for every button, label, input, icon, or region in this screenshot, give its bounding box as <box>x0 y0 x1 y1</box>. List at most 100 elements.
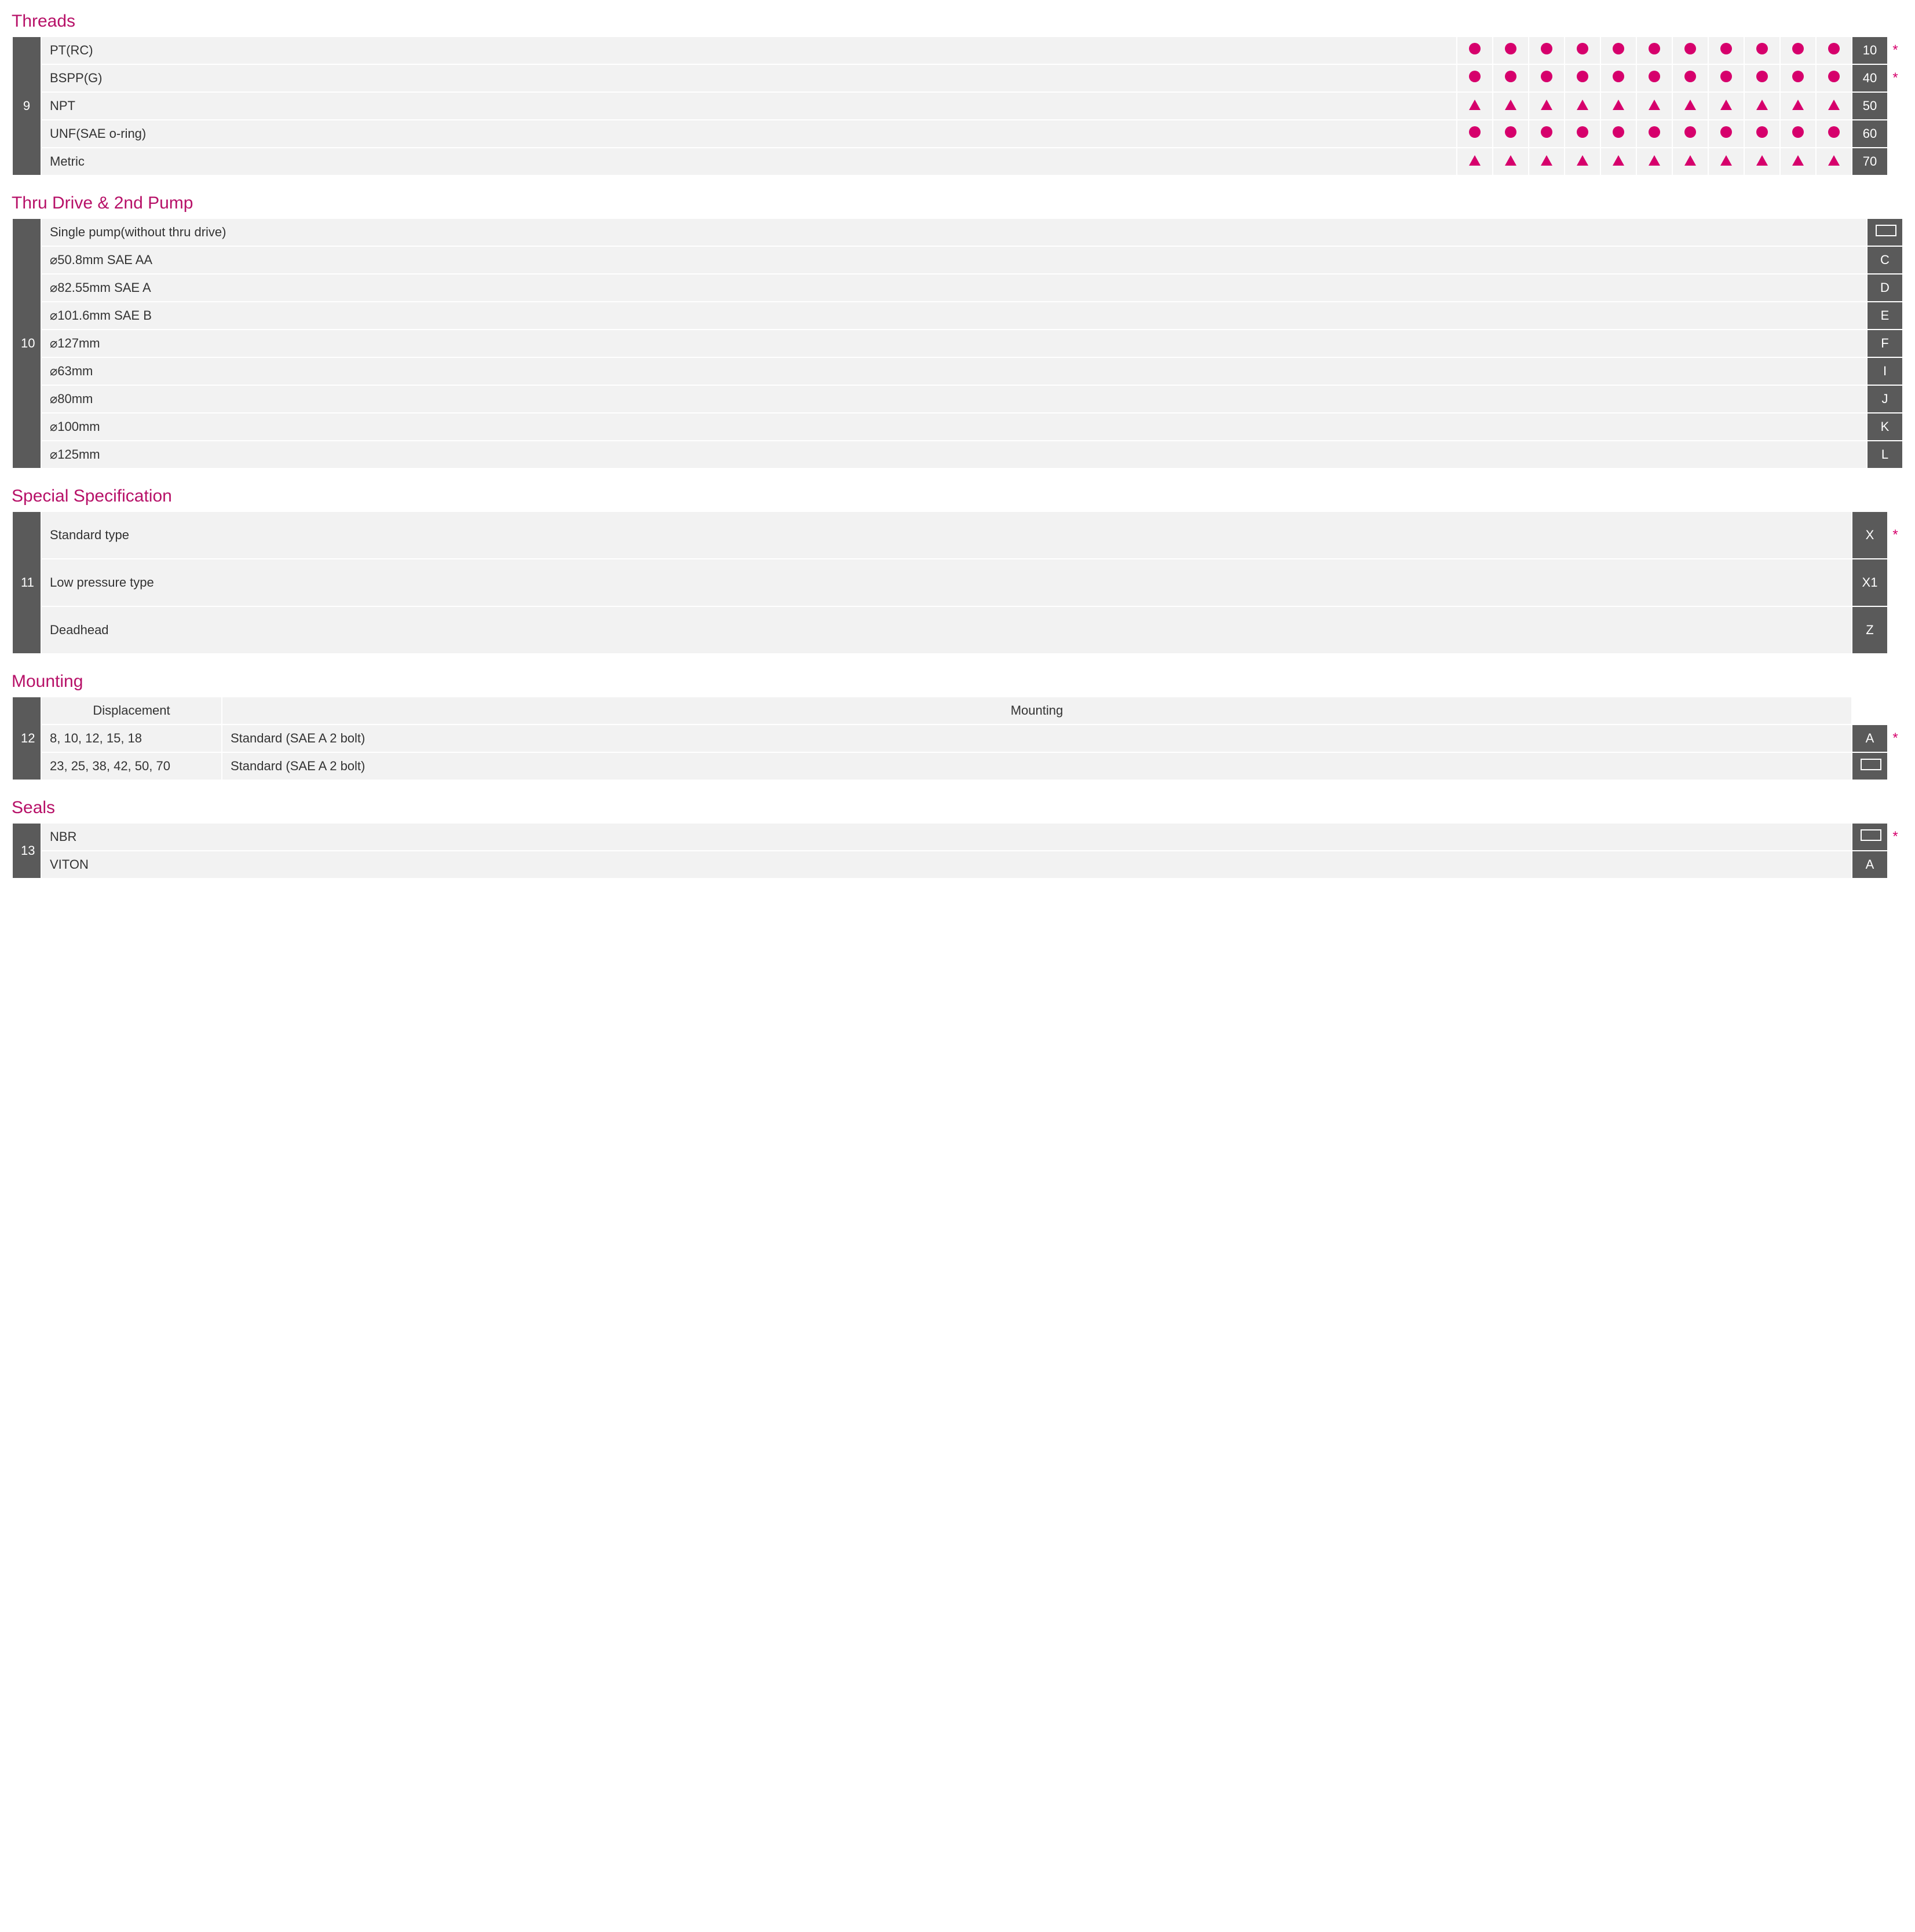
table-row: 9PT(RC)10* <box>13 37 1902 64</box>
marker-cell <box>1673 120 1708 147</box>
table-row: BSPP(G)40* <box>13 65 1902 92</box>
marker-cell <box>1529 120 1564 147</box>
circle-icon <box>1577 43 1588 54</box>
marker-cell <box>1781 93 1815 119</box>
star-cell: * <box>1888 824 1902 850</box>
marker-cell <box>1529 65 1564 92</box>
circle-icon <box>1577 71 1588 82</box>
star-cell <box>1888 753 1902 780</box>
triangle-icon <box>1684 155 1696 166</box>
triangle-icon <box>1792 155 1804 166</box>
code-cell: X1 <box>1852 559 1887 606</box>
marker-cell <box>1637 37 1672 64</box>
marker-cell <box>1457 93 1492 119</box>
circle-icon <box>1720 126 1732 138</box>
table-row: 8, 10, 12, 15, 18Standard (SAE A 2 bolt)… <box>13 725 1902 752</box>
special-label: Deadhead <box>42 607 1851 653</box>
star-header-blank <box>1888 697 1902 724</box>
threads-title: Threads <box>12 12 1903 31</box>
code-cell: J <box>1868 386 1902 412</box>
code-cell: K <box>1868 414 1902 440</box>
circle-icon <box>1756 126 1768 138</box>
marker-cell <box>1781 148 1815 175</box>
thru-section: Thru Drive & 2nd Pump 10Single pump(with… <box>12 193 1903 469</box>
blank-box-icon <box>1876 225 1896 236</box>
triangle-icon <box>1577 100 1588 110</box>
table-row: UNF(SAE o-ring)60 <box>13 120 1902 147</box>
marker-cell <box>1781 65 1815 92</box>
circle-icon <box>1613 126 1624 138</box>
table-row: 23, 25, 38, 42, 50, 70Standard (SAE A 2 … <box>13 753 1902 780</box>
triangle-icon <box>1541 100 1552 110</box>
marker-cell <box>1673 65 1708 92</box>
thru-label: ⌀127mm <box>42 330 1866 357</box>
mounting-cell: Standard (SAE A 2 bolt) <box>222 753 1851 780</box>
table-row: ⌀50.8mm SAE AAC <box>13 247 1902 273</box>
code-cell: L <box>1868 441 1902 468</box>
circle-icon <box>1756 71 1768 82</box>
special-table: 11Standard typeX*Low pressure typeX1Dead… <box>12 511 1903 654</box>
marker-cell <box>1529 37 1564 64</box>
blank-box-icon <box>1861 759 1881 770</box>
code-cell <box>1852 753 1887 780</box>
triangle-icon <box>1756 100 1768 110</box>
seal-label: NBR <box>42 824 1851 850</box>
circle-icon <box>1756 43 1768 54</box>
circle-icon <box>1720 43 1732 54</box>
marker-cell <box>1709 148 1744 175</box>
triangle-icon <box>1792 100 1804 110</box>
table-row: ⌀101.6mm SAE BE <box>13 302 1902 329</box>
marker-cell <box>1529 148 1564 175</box>
marker-cell <box>1745 148 1779 175</box>
marker-cell <box>1601 93 1636 119</box>
star-cell <box>1888 851 1902 878</box>
marker-cell <box>1745 120 1779 147</box>
table-row: NPT50 <box>13 93 1902 119</box>
star-cell <box>1888 93 1902 119</box>
thru-label: ⌀101.6mm SAE B <box>42 302 1866 329</box>
code-cell: D <box>1868 275 1902 301</box>
marker-cell <box>1529 93 1564 119</box>
marker-cell <box>1817 120 1851 147</box>
triangle-icon <box>1613 100 1624 110</box>
table-row: 13NBR* <box>13 824 1902 850</box>
circle-icon <box>1577 126 1588 138</box>
circle-icon <box>1649 126 1660 138</box>
table-row: ⌀80mmJ <box>13 386 1902 412</box>
code-cell: 60 <box>1852 120 1887 147</box>
table-row: ⌀82.55mm SAE AD <box>13 275 1902 301</box>
code-cell: X <box>1852 512 1887 558</box>
special-title: Special Specification <box>12 486 1903 506</box>
thru-label: ⌀50.8mm SAE AA <box>42 247 1866 273</box>
circle-icon <box>1684 43 1696 54</box>
triangle-icon <box>1613 155 1624 166</box>
marker-cell <box>1781 120 1815 147</box>
marker-cell <box>1565 148 1600 175</box>
triangle-icon <box>1505 100 1516 110</box>
special-label: Low pressure type <box>42 559 1851 606</box>
circle-icon <box>1649 71 1660 82</box>
triangle-icon <box>1469 100 1481 110</box>
thru-label: ⌀82.55mm SAE A <box>42 275 1866 301</box>
seals-table: 13NBR*VITONA <box>12 822 1903 879</box>
table-row: Metric70 <box>13 148 1902 175</box>
marker-cell <box>1601 148 1636 175</box>
circle-icon <box>1792 43 1804 54</box>
marker-cell <box>1565 93 1600 119</box>
circle-icon <box>1684 126 1696 138</box>
marker-cell <box>1601 65 1636 92</box>
marker-cell <box>1493 37 1528 64</box>
marker-cell <box>1493 93 1528 119</box>
triangle-icon <box>1649 155 1660 166</box>
circle-icon <box>1541 71 1552 82</box>
triangle-icon <box>1649 100 1660 110</box>
star-cell <box>1888 148 1902 175</box>
marker-cell <box>1637 120 1672 147</box>
circle-icon <box>1792 71 1804 82</box>
triangle-icon <box>1541 155 1552 166</box>
marker-cell <box>1637 93 1672 119</box>
marker-cell <box>1457 65 1492 92</box>
circle-icon <box>1792 126 1804 138</box>
table-row: ⌀100mmK <box>13 414 1902 440</box>
circle-icon <box>1505 126 1516 138</box>
